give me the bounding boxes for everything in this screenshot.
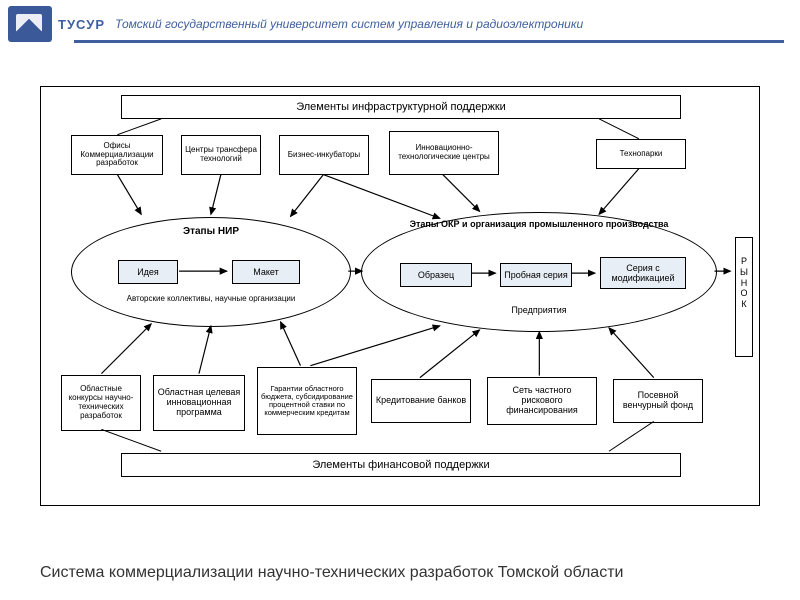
nir-sub: Авторские коллективы, научные организаци… <box>72 294 350 303</box>
market-n: Н <box>736 278 752 289</box>
infra-box-4: Технопарки <box>596 139 686 169</box>
okr-sub: Предприятия <box>362 305 716 315</box>
okr-stage-1: Образец <box>400 263 472 287</box>
fin-title: Элементы финансовой поддержки <box>121 453 681 477</box>
tusur-logo-icon <box>8 6 52 42</box>
market-k: К <box>736 299 752 310</box>
header: ТУСУР Томский государственный университе… <box>0 0 800 44</box>
okr-stage-3: Серия с модификацией <box>600 257 686 289</box>
fin-box-3: Кредитование банков <box>371 379 471 423</box>
fin-box-0: Областные конкурсы научно-технических ра… <box>61 375 141 431</box>
infra-box-1: Центры трансфера технологий <box>181 135 261 175</box>
nir-stage-maket: Макет <box>232 260 300 284</box>
brand-text: ТУСУР <box>58 17 105 32</box>
market-o: О <box>736 288 752 299</box>
okr-stage-2: Пробная серия <box>500 263 572 287</box>
header-rule <box>74 40 784 43</box>
infra-box-3: Инновационно-технологические центры <box>389 131 499 175</box>
university-name: Томский государственный университет сист… <box>115 17 583 31</box>
market-box: Р Ы Н О К <box>735 237 753 357</box>
infra-box-2: Бизнес-инкубаторы <box>279 135 369 175</box>
slide-caption: Система коммерциализации научно-техничес… <box>40 564 623 582</box>
nir-ellipse: Этапы НИР Идея Макет Авторские коллектив… <box>71 217 351 327</box>
infra-title: Элементы инфраструктурной поддержки <box>121 95 681 119</box>
fin-box-4: Сеть частного рискового финансирования <box>487 377 597 425</box>
fin-box-5: Посевной венчурный фонд <box>613 379 703 423</box>
okr-title: Этапы ОКР и организация промышленного пр… <box>362 219 716 229</box>
market-y: Ы <box>736 267 752 278</box>
okr-ellipse: Этапы ОКР и организация промышленного пр… <box>361 212 717 332</box>
fin-box-1: Областная целевая инновационная программ… <box>153 375 245 431</box>
fin-box-2: Гарантии областного бюджета, субсидирова… <box>257 367 357 435</box>
infra-box-0: Офисы Коммерциализации разработок <box>71 135 163 175</box>
nir-stage-idea: Идея <box>118 260 178 284</box>
nir-title: Этапы НИР <box>72 226 350 237</box>
market-r: Р <box>736 256 752 267</box>
diagram-frame: Элементы инфраструктурной поддержки Офис… <box>40 86 760 506</box>
